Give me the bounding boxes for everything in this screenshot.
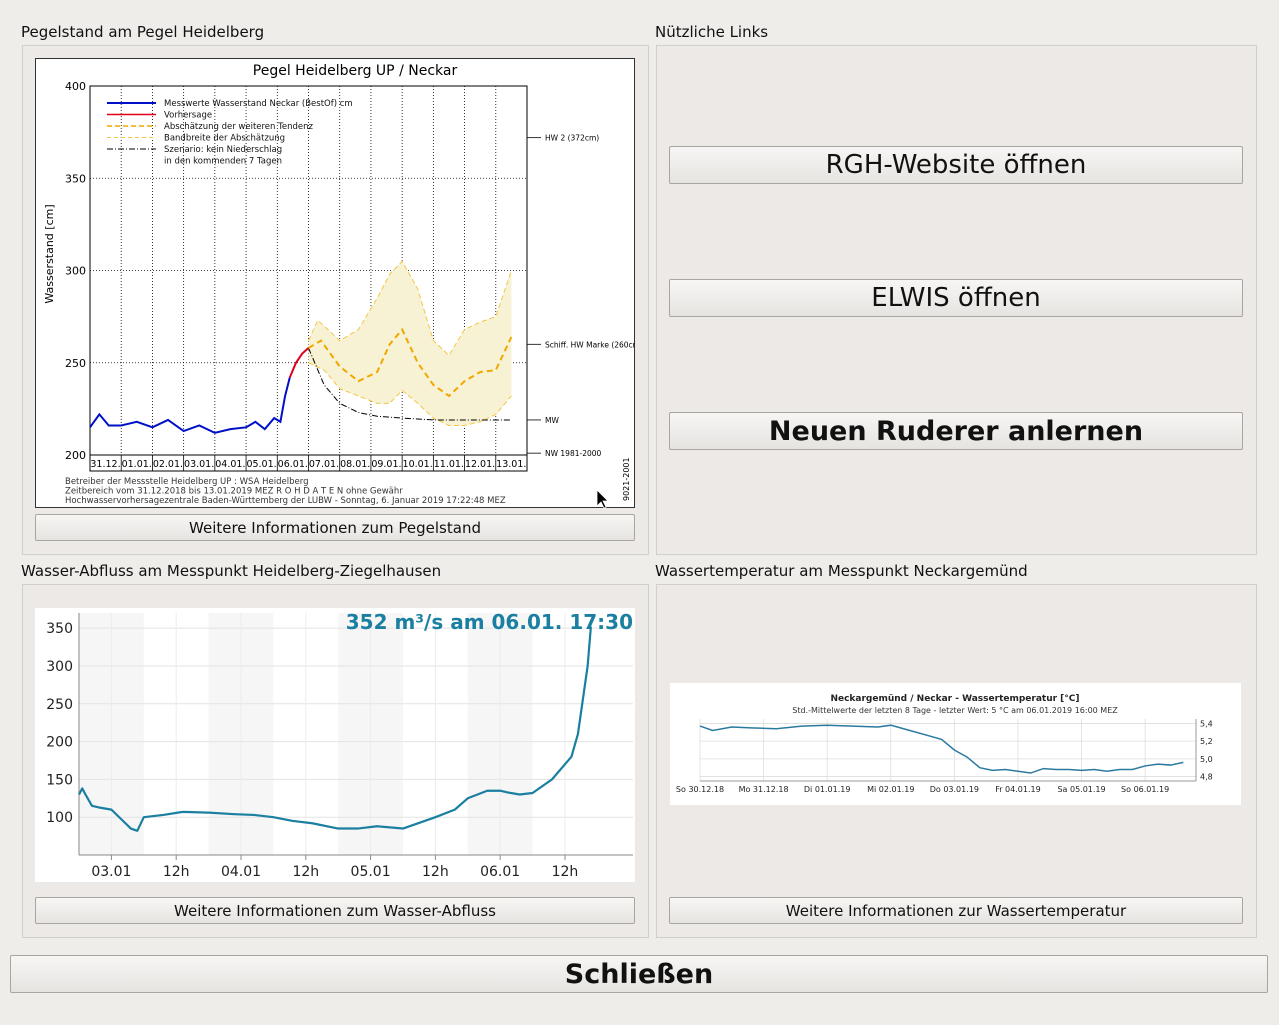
pegel-ytick-label: 400 (65, 80, 86, 93)
pegel-xtick-label: 06.01. (278, 459, 308, 470)
temp-info-button[interactable]: Weitere Informationen zur Wassertemperat… (669, 897, 1243, 924)
abfluss-xtick-label: 12h (422, 864, 449, 880)
abfluss-chart-svg: 100 150 200 250 300 350 03.01 12h 04.01 12h 05.01 1… (35, 608, 635, 882)
rgh-website-button[interactable]: RGH-Website öffnen (669, 146, 1243, 184)
temp-ytick-label: 5,2 (1200, 737, 1213, 746)
pegel-xtick-label: 07.01. (309, 459, 339, 470)
pegel-marker-label: NW 1981-2000 (545, 449, 602, 458)
pegel-marker-label: HW 2 (372cm) (545, 134, 599, 143)
pegel-measured-line (89, 377, 291, 434)
pegel-legend-label: in den kommenden 7 Tagen (164, 157, 282, 167)
pegel-legend-label: Messwerte Wasserstand Neckar (BestOf) cm (164, 99, 353, 109)
pegel-ytick-label: 300 (65, 265, 86, 278)
pegel-legend-label: Abschätzung der weiteren Tendenz (164, 122, 314, 132)
pegel-legend-label: Bandbreite der Abschätzung (164, 134, 285, 144)
temp-xtick-label: Mi 02.01.19 (867, 785, 914, 794)
new-rower-button[interactable]: Neuen Ruderer anlernen (669, 412, 1243, 450)
pegel-xtick-label: 05.01. (246, 459, 276, 470)
pegel-footer-line: Zeitbereich vom 31.12.2018 bis 13.01.201… (65, 487, 403, 497)
pegel-xaxis: 31.12. 01.01. 02.01. 03.01. 04.01. 05.01. 06.0… (89, 454, 528, 472)
abfluss-chart: 100 150 200 250 300 350 03.01 12h 04.01 12h 05.01 1… (35, 608, 635, 882)
pegel-tendency-line (307, 327, 513, 398)
abfluss-xtick-label: 12h (163, 864, 190, 880)
mouse-cursor-icon (596, 489, 609, 509)
abfluss-xtick-label: 05.01 (351, 864, 391, 880)
pegel-footer-line: Hochwasservorhersagezentrale Baden-Württ… (65, 496, 506, 506)
pegel-band-upper-line (308, 260, 512, 357)
pegel-marker-label: Schiff. HW Marke (260cm (545, 340, 635, 349)
abfluss-xtick-label: 03.01 (91, 864, 131, 880)
pegel-info-button[interactable]: Weitere Informationen zum Pegelstand (35, 514, 635, 541)
temp-series-line (699, 724, 1184, 774)
abfluss-ytick-label: 300 (46, 659, 73, 675)
group-title-links: Nützliche Links (655, 23, 769, 41)
abfluss-ytick-label: 350 (46, 621, 73, 637)
pegel-xtick-label: 04.01. (215, 459, 245, 470)
temp-xtick-label: Di 01.01.19 (804, 785, 851, 794)
pegel-ytick-label: 250 (65, 357, 86, 370)
pegel-xtick-label: 12.01. (465, 459, 495, 470)
pegel-xtick-label: 31.12. (90, 459, 120, 470)
pegel-ytick-label: 350 (65, 172, 86, 185)
temp-chart-subtitle: Std.-Mittelwerte der letzten 8 Tage - le… (792, 706, 1118, 715)
temp-chart: Neckargemünd / Neckar - Wassertemperatur… (670, 683, 1241, 805)
temp-ytick-label: 4,8 (1200, 773, 1213, 782)
elwis-button[interactable]: ELWIS öffnen (669, 279, 1243, 317)
pegel-chart: Pegel Heidelberg UP / Neckar Wasserstand… (35, 58, 640, 509)
abfluss-ytick-label: 150 (46, 772, 73, 788)
pegel-xtick-label: 01.01. (122, 459, 152, 470)
pegel-xtick-label: 13.01. (496, 459, 526, 470)
pegel-band-lower-line (308, 362, 512, 426)
pegel-xtick-label: 02.01. (153, 459, 183, 470)
pegel-chart-svg: Pegel Heidelberg UP / Neckar Wasserstand… (35, 58, 640, 509)
abfluss-info-button[interactable]: Weitere Informationen zum Wasser-Abfluss (35, 897, 635, 924)
temp-xtick-label: So 30.12.18 (676, 785, 724, 794)
pegel-xtick-label: 10.01. (403, 459, 433, 470)
pegel-legend-label: Vorhersage (164, 111, 212, 121)
abfluss-series-line (78, 626, 592, 832)
pegel-side-text: 9021-2001 (622, 457, 631, 501)
temp-chart-title: Neckargemünd / Neckar - Wassertemperatur… (830, 694, 1079, 704)
abfluss-xtick-label: 06.01 (480, 864, 520, 880)
temp-chart-svg: Neckargemünd / Neckar - Wassertemperatur… (670, 683, 1241, 805)
group-title-abfluss: Wasser-Abfluss am Messpunkt Heidelberg-Z… (21, 562, 442, 580)
pegel-marker-label: MW (545, 416, 559, 425)
temp-xtick-label: Fr 04.01.19 (995, 785, 1040, 794)
abfluss-ytick-label: 250 (46, 697, 73, 713)
pegel-forecast-line (288, 347, 310, 378)
temp-ytick-label: 5,4 (1200, 719, 1213, 728)
pegel-xtick-label: 09.01. (371, 459, 401, 470)
abfluss-xtick-label: 04.01 (221, 864, 261, 880)
abfluss-xtick-label: 12h (292, 864, 319, 880)
pegel-footer-line: Betreiber der Messstelle Heidelberg UP :… (65, 477, 308, 487)
temp-xtick-label: So 06.01.19 (1121, 785, 1169, 794)
pegel-ytick-label: 200 (65, 449, 86, 462)
pegel-legend-label: Szenario: kein Niederschlag (164, 145, 282, 155)
group-title-pegel: Pegelstand am Pegel Heidelberg (21, 23, 265, 41)
abfluss-ytick-label: 200 (46, 735, 73, 751)
abfluss-xtick-label: 12h (552, 864, 579, 880)
group-title-temp: Wassertemperatur am Messpunkt Neckargemü… (655, 562, 1028, 580)
pegel-xtick-label: 03.01. (184, 459, 214, 470)
pegel-xtick-label: 08.01. (340, 459, 370, 470)
abfluss-ytick-label: 100 (46, 810, 73, 826)
pegel-xtick-label: 11.01. (434, 459, 464, 470)
pegel-scenario-line (308, 347, 512, 421)
pegel-chart-ylabel: Wasserstand [cm] (43, 204, 56, 303)
temp-xtick-label: Sa 05.01.19 (1057, 785, 1105, 794)
close-button[interactable]: Schließen (10, 955, 1268, 993)
abfluss-chart-title: 352 m³/s am 06.01. 17:30 (346, 610, 633, 634)
temp-ytick-label: 5,0 (1200, 755, 1213, 764)
pegel-chart-title: Pegel Heidelberg UP / Neckar (253, 63, 458, 79)
temp-xtick-label: Do 03.01.19 (930, 785, 979, 794)
temp-xtick-label: Mo 31.12.18 (739, 785, 789, 794)
